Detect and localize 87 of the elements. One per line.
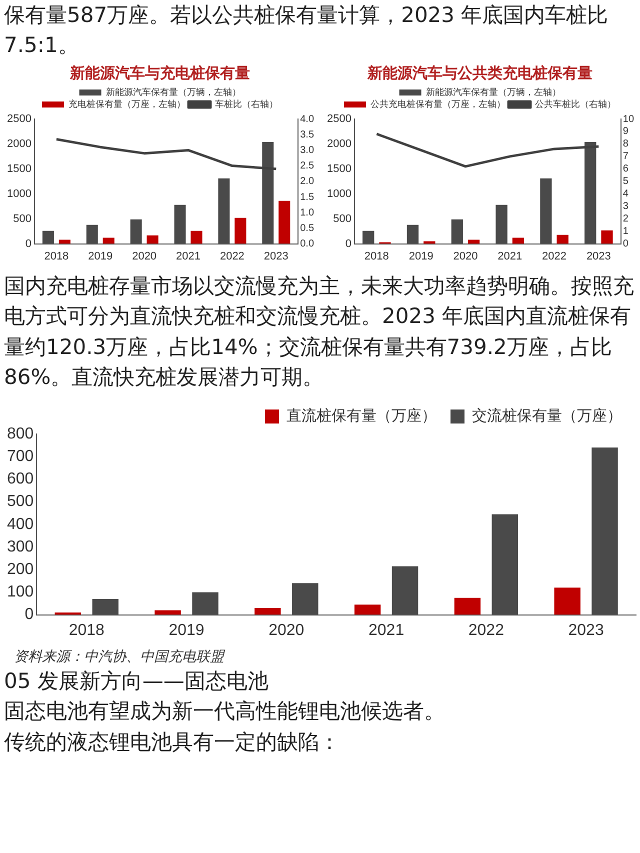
y-tick-label: 2000: [6, 138, 32, 150]
x-tick-label: 2022: [468, 621, 504, 638]
legend-label: 直流桩保有量（万座）: [286, 407, 436, 424]
y2-tick-label: 1: [622, 226, 629, 237]
text: 国内充电桩存量市场以交流慢充为主，未来大功率趋势明确。按照充电方式可分为直流快充桩和交流慢充桩。2023 年底国内直流桩保有量约120.3万座，占比14%；交流桩保有量共有739.2万座，占比86%。直流快充桩发展潜力可期。: [3, 272, 635, 392]
text: 资料来源：中汽协、中国充电联盟: [13, 648, 226, 666]
y2-tick-label: 8: [622, 138, 629, 150]
y2-tick-label: 3.0: [300, 144, 314, 156]
y2-tick-label: 6: [622, 164, 629, 175]
x-tick-label: 2018: [364, 250, 389, 262]
y-tick-label: 700: [6, 448, 34, 465]
bar: [601, 230, 613, 244]
text: 传统的液态锂电池具有一定的缺陷：: [3, 728, 341, 756]
chart-title: 新能源汽车与充电桩保有量: [69, 64, 250, 82]
y-tick-label: 0: [24, 606, 34, 623]
y-tick-label: 1000: [6, 188, 32, 200]
y-tick-label: 300: [6, 538, 34, 556]
bar: [354, 604, 381, 614]
x-tick-label: 2018: [44, 250, 69, 262]
y2-tick-label: 7: [622, 151, 629, 162]
x-tick-label: 2019: [88, 250, 113, 262]
bar: [254, 608, 281, 614]
y-tick-label: 0: [345, 238, 352, 250]
legend-label: 新能源汽车保有量（万辆，左轴）: [426, 86, 561, 97]
y-tick-label: 500: [13, 212, 32, 225]
legend-label: 交流桩保有量（万座）: [472, 407, 622, 424]
y2-tick-label: 3.5: [300, 129, 314, 140]
bar: [454, 597, 481, 614]
chart-title: 新能源汽车与公共类充电桩保有量: [366, 64, 592, 82]
y2-tick-label: 2: [622, 213, 629, 224]
y-tick-label: 2500: [6, 112, 32, 125]
x-tick-label: 2020: [453, 250, 478, 262]
text: 保有量587万座。若以公共桩保有量计算，2023 年底国内车桩比7.5:1。: [3, 2, 610, 60]
x-tick-label: 2023: [586, 250, 611, 262]
legend-label: 车桩比（右轴）: [215, 98, 278, 109]
bar: [190, 230, 202, 244]
y2-tick-label: 1.5: [300, 192, 314, 203]
legend-label: 公共充电桩保有量（万座，左轴）: [370, 98, 506, 109]
x-tick-label: 2022: [542, 250, 567, 262]
bar: [554, 587, 580, 614]
y2-tick-label: 2.0: [300, 176, 314, 188]
y-tick-label: 800: [6, 425, 34, 442]
x-tick-label: 2021: [176, 250, 200, 262]
y-tick-label: 2500: [326, 112, 352, 125]
y-tick-label: 100: [6, 583, 34, 600]
x-tick-label: 2019: [168, 621, 204, 638]
x-tick-label: 2023: [568, 621, 604, 638]
y-tick-label: 0: [25, 238, 32, 250]
bar: [102, 238, 114, 244]
bar: [146, 235, 158, 244]
bar: [556, 234, 568, 244]
y2-tick-label: 0.5: [300, 222, 314, 234]
bar: [278, 200, 290, 244]
legend-label: 充电桩保有量（万座，左轴）: [68, 98, 186, 109]
y2-tick-label: 0.0: [300, 238, 314, 250]
y-tick-label: 500: [6, 492, 34, 510]
y-tick-label: 2000: [326, 138, 352, 150]
y-tick-label: 500: [333, 212, 352, 225]
x-tick-label: 2020: [132, 250, 157, 262]
y-tick-label: 400: [6, 515, 34, 532]
text: 05 发展新方向——固态电池: [3, 668, 270, 695]
x-tick-label: 2020: [268, 621, 304, 638]
y2-tick-label: 2.5: [300, 160, 314, 172]
y2-tick-label: 9: [622, 126, 629, 138]
bar: [234, 218, 246, 244]
x-tick-label: 2022: [220, 250, 244, 262]
y-tick-label: 1500: [6, 162, 32, 175]
x-tick-label: 2021: [368, 621, 404, 638]
y-tick-label: 1000: [326, 188, 352, 200]
y-tick-label: 600: [6, 470, 34, 488]
x-tick-label: 2023: [264, 250, 288, 262]
y2-tick-label: 0: [622, 238, 629, 250]
y2-tick-label: 1.0: [300, 207, 314, 218]
y2-tick-label: 10: [622, 114, 634, 125]
bar: [512, 238, 524, 244]
y2-tick-label: 5: [622, 176, 629, 188]
y-tick-label: 200: [6, 560, 34, 578]
y2-tick-label: 4: [622, 188, 629, 200]
legend-label: 新能源汽车保有量（万辆，左轴）: [106, 86, 241, 97]
y-tick-label: 1500: [326, 162, 352, 175]
x-tick-label: 2021: [498, 250, 522, 262]
x-tick-label: 2019: [408, 250, 434, 262]
text: 固态电池有望成为新一代高性能锂电池候选者。: [3, 698, 446, 726]
y2-tick-label: 4.0: [300, 114, 314, 125]
x-tick-label: 2018: [68, 621, 105, 638]
legend-label: 公共车桩比（右轴）: [535, 98, 616, 109]
y2-tick-label: 3: [622, 200, 629, 212]
